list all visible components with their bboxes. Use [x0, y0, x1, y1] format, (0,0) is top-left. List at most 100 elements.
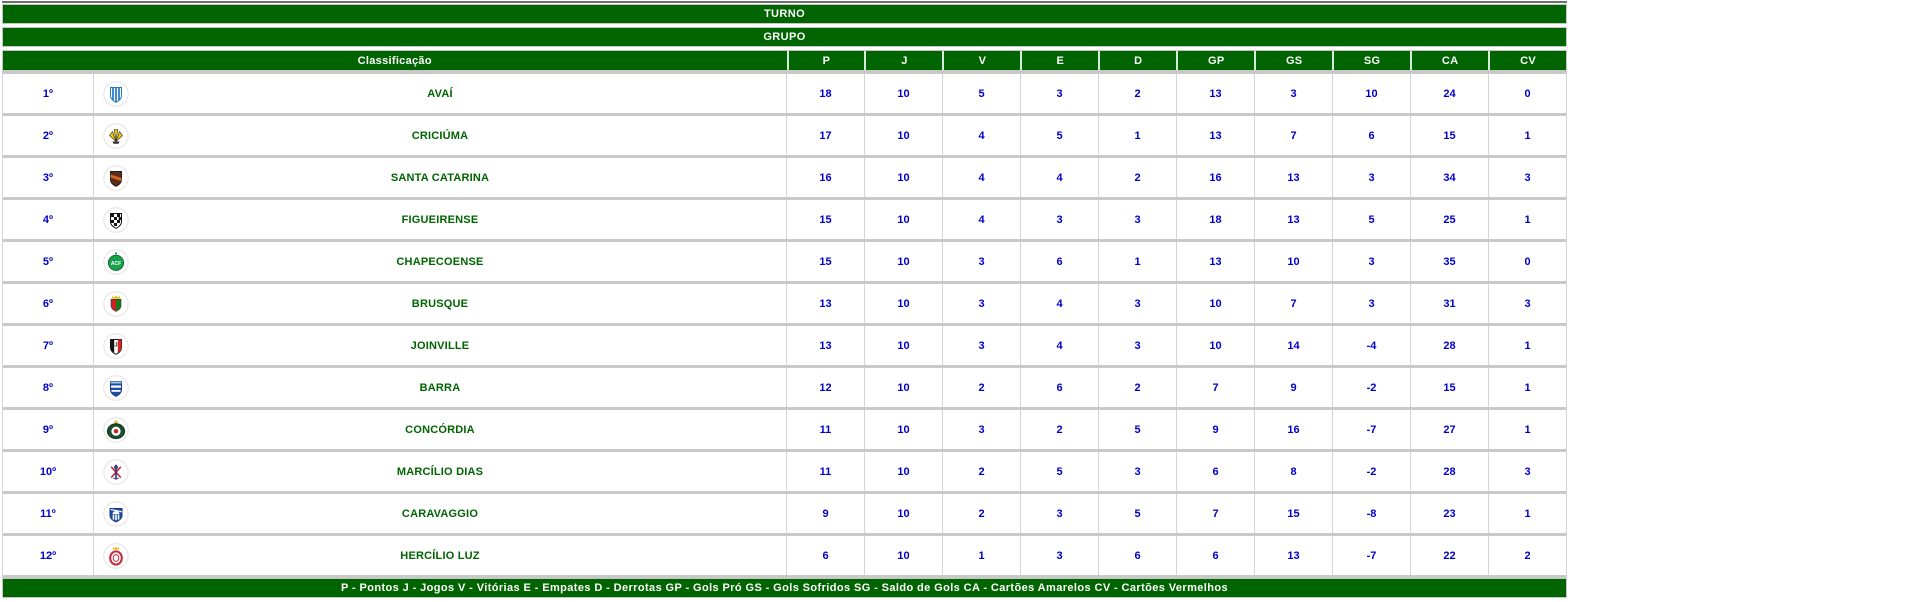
stat-cell-gp: 6: [1176, 452, 1254, 491]
table-row: 12º HERCÍLIO LUZ 6 10 1 3 6 6 13 -7 22 2: [3, 536, 1566, 578]
stat-cell-ca: 23: [1410, 494, 1488, 533]
position-cell: 11º: [40, 507, 56, 520]
stat-cell-j: 10: [864, 452, 942, 491]
svg-text:J: J: [114, 342, 117, 348]
stat-cell-ca: 31: [1410, 284, 1488, 323]
stat-cell-p: 13: [786, 284, 864, 323]
joinville-crest-icon: J: [103, 332, 129, 359]
team-cell: MARCÍLIO DIAS: [93, 452, 786, 491]
stat-cell-j: 10: [864, 116, 942, 155]
stat-cell-cv: 1: [1488, 410, 1566, 449]
stat-cell-ca: 24: [1410, 74, 1488, 113]
stat-cell-sg: 6: [1332, 116, 1410, 155]
stat-cell-e: 3: [1020, 494, 1098, 533]
caravaggio-crest-icon: [103, 500, 129, 527]
team-cell: AVAÍ: [93, 74, 786, 113]
stat-cell-ca: 25: [1410, 200, 1488, 239]
stat-cell-gs: 3: [1254, 74, 1332, 113]
stat-cell-v: 3: [942, 242, 1020, 281]
stat-cell-gp: 6: [1176, 536, 1254, 575]
stat-cell-gp: 13: [1176, 74, 1254, 113]
stat-cell-d: 3: [1098, 284, 1176, 323]
stat-cell-j: 10: [864, 158, 942, 197]
team-name: CONCÓRDIA: [405, 423, 475, 436]
stat-cell-d: 2: [1098, 74, 1176, 113]
table-row: 6º BRUSQUE 13 10 3 4 3 10 7 3 31 3: [3, 284, 1566, 326]
stat-cell-j: 10: [864, 536, 942, 575]
team-name: HERCÍLIO LUZ: [400, 549, 480, 562]
table-row: 1º AVAÍ 18 10 5 3 2 13 3 10 24 0: [3, 74, 1566, 116]
position-cell: 8º: [42, 381, 54, 394]
stat-cell-d: 3: [1098, 326, 1176, 365]
team-name: SANTA CATARINA: [390, 171, 490, 184]
stat-cell-d: 5: [1098, 410, 1176, 449]
stat-cell-d: 5: [1098, 494, 1176, 533]
svg-text:ACF: ACF: [111, 260, 121, 266]
stat-cell-ca: 22: [1410, 536, 1488, 575]
column-header-row: Classificação P J V E D GP GS SG CA CV: [2, 50, 1567, 71]
stat-cell-e: 4: [1020, 326, 1098, 365]
position-cell: 1º: [42, 87, 54, 100]
stat-cell-cv: 3: [1488, 452, 1566, 491]
column-header-ca: CA: [1410, 51, 1488, 70]
team-name: CRICIÚMA: [411, 129, 469, 142]
stat-cell-gp: 10: [1176, 284, 1254, 323]
stat-cell-ca: 34: [1410, 158, 1488, 197]
stat-cell-j: 10: [864, 368, 942, 407]
team-cell: CRICIÚMA: [93, 116, 786, 155]
santa-catarina-crest-icon: [103, 164, 129, 191]
legend-footer-bar: P - Pontos J - Jogos V - Vitórias E - Em…: [2, 578, 1567, 598]
table-row: 7º J JOINVILLE 13 10 3 4 3 10 14 -4 28 1: [3, 326, 1566, 368]
stat-cell-v: 2: [942, 494, 1020, 533]
stat-cell-cv: 1: [1488, 368, 1566, 407]
standings-table: TURNO GRUPO Classificação P J V E D GP GS SG CA C…: [2, 1, 1567, 598]
position-cell: 7º: [42, 339, 54, 352]
column-header-e: E: [1020, 51, 1098, 70]
stat-cell-sg: 3: [1332, 158, 1410, 197]
position-cell: 5º: [42, 255, 54, 268]
stat-cell-ca: 15: [1410, 368, 1488, 407]
column-header-d: D: [1098, 51, 1176, 70]
position-cell: 9º: [42, 423, 54, 436]
position-cell: 3º: [42, 171, 54, 184]
stat-cell-ca: 28: [1410, 452, 1488, 491]
stat-cell-e: 3: [1020, 74, 1098, 113]
column-header-cv: CV: [1488, 51, 1566, 70]
team-name: CARAVAGGIO: [401, 507, 479, 520]
stat-cell-e: 6: [1020, 368, 1098, 407]
table-row: 5º ACF CHAPECOENSE 15 10 3 6 1 13 10 3 35 0: [3, 242, 1566, 284]
stat-cell-gp: 7: [1176, 494, 1254, 533]
hercilio-luz-crest-icon: [103, 542, 129, 569]
team-name: MARCÍLIO DIAS: [396, 465, 484, 478]
stat-cell-p: 11: [786, 452, 864, 491]
stat-cell-gp: 18: [1176, 200, 1254, 239]
stat-cell-e: 5: [1020, 116, 1098, 155]
stat-cell-v: 1: [942, 536, 1020, 575]
team-cell: ACF CHAPECOENSE: [93, 242, 786, 281]
turno-header-bar: TURNO: [2, 4, 1567, 24]
barra-crest-icon: [103, 374, 129, 401]
stat-cell-gs: 7: [1254, 116, 1332, 155]
stat-cell-gs: 15: [1254, 494, 1332, 533]
column-header-v: V: [942, 51, 1020, 70]
stat-cell-v: 2: [942, 368, 1020, 407]
team-cell: CONCÓRDIA: [93, 410, 786, 449]
team-name: BARRA: [419, 381, 461, 394]
stat-cell-cv: 2: [1488, 536, 1566, 575]
team-name: JOINVILLE: [410, 339, 470, 352]
table-row: 2º CRICIÚMA 17 10 4 5 1 13 7 6 15 1: [3, 116, 1566, 158]
stat-cell-sg: -2: [1332, 452, 1410, 491]
stat-cell-p: 16: [786, 158, 864, 197]
stat-cell-p: 11: [786, 410, 864, 449]
stat-cell-sg: -2: [1332, 368, 1410, 407]
stat-cell-v: 5: [942, 74, 1020, 113]
position-cell: 6º: [42, 297, 54, 310]
stat-cell-sg: 10: [1332, 74, 1410, 113]
stat-cell-cv: 0: [1488, 74, 1566, 113]
stat-cell-p: 15: [786, 200, 864, 239]
stat-cell-gs: 13: [1254, 536, 1332, 575]
column-header-classificacao: Classificação: [357, 54, 432, 67]
stat-cell-v: 3: [942, 326, 1020, 365]
table-row: 9º CONCÓRDIA 11 10 3 2 5 9 16 -7 27 1: [3, 410, 1566, 452]
stat-cell-v: 3: [942, 410, 1020, 449]
